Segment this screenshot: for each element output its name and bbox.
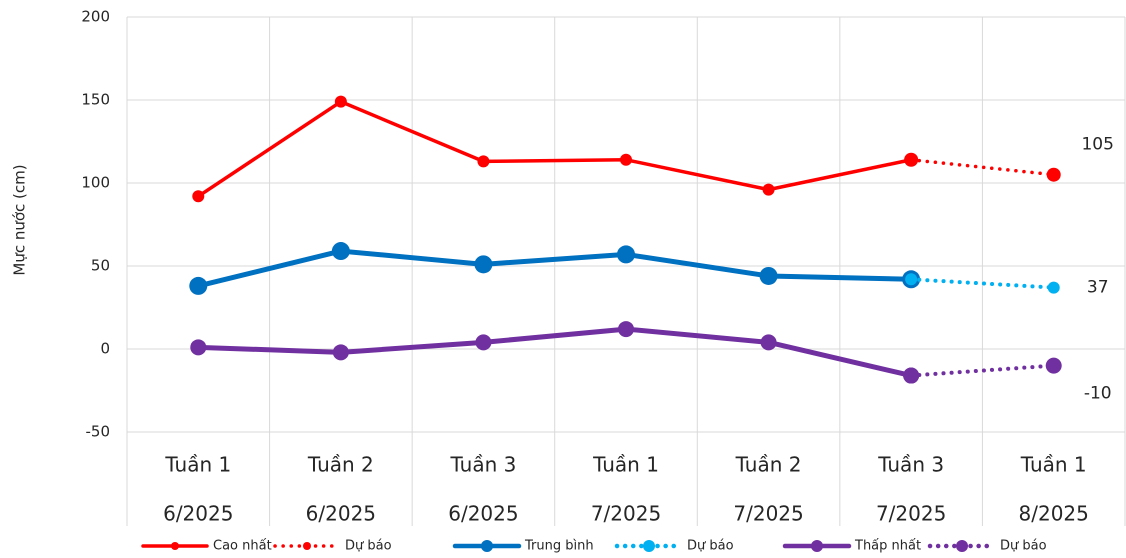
x-tick-label: Tuần 2 — [735, 453, 802, 477]
x-tick-label: 6/2025 — [306, 502, 376, 526]
y-tick-label: 50 — [91, 257, 110, 275]
legend-label: Dự báo — [687, 539, 734, 554]
point — [1045, 357, 1062, 374]
point — [905, 273, 918, 286]
point — [618, 321, 634, 338]
point — [760, 334, 777, 351]
x-tick-label: 6/2025 — [163, 502, 233, 526]
point — [331, 242, 350, 261]
x-tick-label: 7/2025 — [876, 502, 946, 526]
y-tick-label: 200 — [81, 8, 110, 26]
legend-marker — [956, 540, 968, 552]
legend-label: Thấp nhất — [854, 539, 921, 554]
point — [762, 183, 775, 196]
legend-label: Dự báo — [1000, 539, 1047, 554]
point — [904, 152, 919, 167]
series-line — [909, 277, 1056, 290]
x-tick-label: 8/2025 — [1019, 502, 1089, 526]
legend-marker — [643, 540, 655, 552]
legend-marker — [811, 540, 823, 552]
series-line — [195, 248, 914, 289]
point — [903, 367, 920, 384]
point — [617, 245, 635, 264]
series-line — [195, 326, 914, 379]
legend-marker — [171, 542, 179, 550]
point — [334, 95, 347, 108]
y-tick-label: 100 — [81, 174, 110, 192]
point — [190, 339, 207, 356]
legend-marker — [303, 542, 311, 550]
point — [475, 334, 492, 351]
point — [1046, 167, 1061, 182]
series-line — [909, 363, 1056, 378]
point — [477, 155, 490, 168]
y-tick-label: 150 — [81, 91, 110, 109]
data-label: 37 — [1087, 278, 1109, 298]
point — [189, 276, 208, 295]
x-tick-label: Tuần 1 — [592, 453, 659, 477]
series-line — [196, 99, 913, 199]
point — [192, 190, 205, 203]
legend-label: Trung bình — [524, 539, 594, 554]
point — [620, 153, 632, 166]
point — [1047, 281, 1060, 294]
y-tick-label: -50 — [86, 423, 111, 441]
point — [474, 255, 493, 274]
x-tick-label: 7/2025 — [733, 502, 803, 526]
x-tick-label: Tuần 3 — [449, 453, 516, 477]
point — [332, 344, 349, 361]
x-tick-label: Tuần 1 — [1020, 453, 1087, 477]
x-tick-label: Tuần 1 — [164, 453, 231, 477]
x-tick-label: 7/2025 — [591, 502, 661, 526]
y-axis-label: Mực nước (cm) — [11, 164, 29, 275]
y-tick-label: 0 — [100, 340, 110, 358]
legend-label: Cao nhất — [213, 539, 272, 554]
series-line — [909, 158, 1056, 177]
legend-marker — [481, 540, 493, 552]
data-label: 105 — [1081, 135, 1113, 155]
legend-label: Dự báo — [345, 539, 392, 554]
x-tick-label: Tuần 2 — [307, 453, 374, 477]
data-label: -10 — [1084, 384, 1112, 404]
x-tick-label: Tuần 3 — [877, 453, 944, 477]
point — [759, 266, 778, 285]
x-tick-label: 6/2025 — [448, 502, 518, 526]
